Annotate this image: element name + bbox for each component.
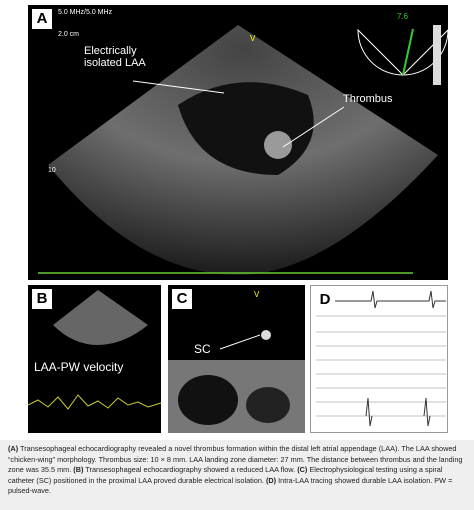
panel-d: D	[310, 285, 448, 433]
annotation: Electrically isolated LAA	[84, 45, 146, 69]
panel-label: A	[32, 9, 52, 29]
header-text: 2.0 cm	[58, 31, 80, 38]
caption-label: (B)	[73, 465, 84, 475]
panel-label: B	[32, 289, 52, 309]
panel-a: A 5.0 MHz/5.0 MHz 2.0 cm 7.6 V 10 Electr…	[28, 5, 448, 280]
marker: V	[254, 290, 260, 299]
caption-label: (D)	[265, 475, 277, 485]
panel-c: C V SC	[168, 285, 305, 433]
caption-sentence: Transesophageal echocardiography reveale…	[8, 444, 463, 475]
header-text: 5.0 MHz/5.0 MHz	[58, 9, 113, 16]
marker: V	[250, 34, 256, 43]
caption-label: (C)	[297, 465, 308, 475]
echo-image-c	[168, 330, 305, 433]
caption-label: (A)	[8, 444, 19, 453]
caption-sentence: Electrophysiological testing using a spi…	[8, 465, 443, 485]
caption-sentence: Transesophageal echocardiography showed …	[83, 465, 298, 475]
depth: 10	[48, 167, 56, 174]
echo-image-b	[28, 290, 161, 410]
echo-image-a	[38, 25, 448, 275]
arrows	[132, 80, 345, 148]
annotation: Thrombus	[343, 93, 393, 105]
annotation: LAA-PW velocity	[34, 360, 124, 374]
panel-label: D	[315, 290, 335, 310]
caption: (A) Transesophageal echocardiography rev…	[0, 440, 474, 510]
angle: 7.6	[397, 12, 409, 21]
caption-text: (A) Transesophageal echocardiography rev…	[8, 444, 462, 495]
panel-b: B LAA-PW velocity	[28, 285, 161, 433]
panel-label: C	[172, 289, 192, 309]
annotation: SC	[194, 342, 211, 356]
ecg-tracing	[316, 290, 446, 427]
caption-sentence: Intra-LAA tracing showed durable LAA iso…	[8, 475, 453, 496]
